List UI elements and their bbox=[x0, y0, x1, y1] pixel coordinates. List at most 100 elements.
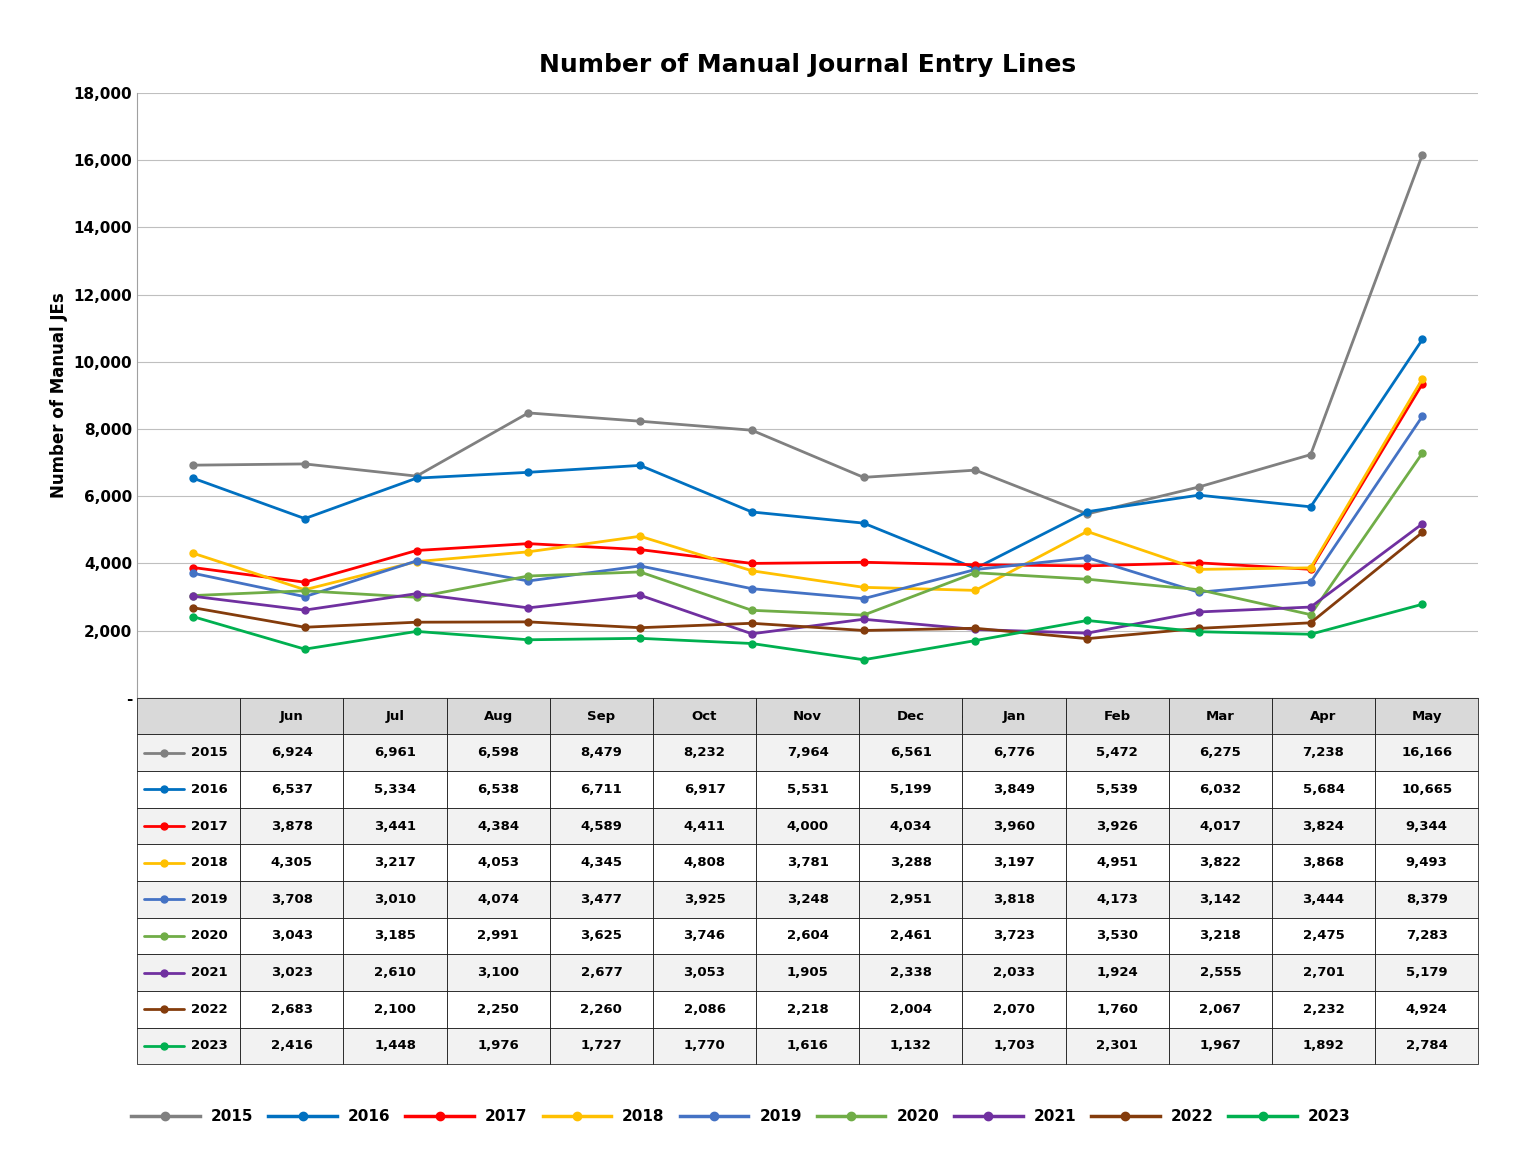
Bar bbox=[1375, 882, 1478, 918]
2017 bbox=[1301, 563, 1320, 577]
Line: 2022: 2022 bbox=[189, 529, 1426, 642]
2017 bbox=[631, 543, 649, 557]
Bar bbox=[1375, 698, 1478, 735]
Bar bbox=[343, 698, 447, 735]
2023 bbox=[855, 652, 873, 666]
Line: 2019: 2019 bbox=[189, 413, 1426, 602]
Bar bbox=[963, 698, 1065, 735]
Text: 6,032: 6,032 bbox=[1199, 783, 1242, 795]
2019 bbox=[184, 566, 203, 580]
Bar bbox=[1065, 1028, 1169, 1064]
Bar bbox=[756, 807, 860, 844]
2021 bbox=[407, 586, 425, 600]
Bar bbox=[137, 807, 241, 844]
2022 bbox=[1301, 616, 1320, 630]
Text: 6,561: 6,561 bbox=[890, 747, 931, 759]
2019 bbox=[1301, 576, 1320, 590]
2022 bbox=[520, 615, 538, 629]
2015 bbox=[1413, 148, 1431, 162]
Bar bbox=[137, 735, 241, 771]
Bar bbox=[756, 954, 860, 991]
Text: 5,199: 5,199 bbox=[890, 783, 931, 795]
Bar bbox=[1169, 991, 1273, 1028]
2019 bbox=[742, 582, 760, 595]
Text: 6,538: 6,538 bbox=[477, 783, 520, 795]
Bar bbox=[1273, 844, 1375, 882]
Bar bbox=[1273, 1028, 1375, 1064]
Text: 2,232: 2,232 bbox=[1303, 1003, 1344, 1015]
Text: Aug: Aug bbox=[483, 709, 514, 722]
Text: 10,665: 10,665 bbox=[1401, 783, 1452, 795]
2020 bbox=[1190, 583, 1209, 597]
2020 bbox=[407, 591, 425, 605]
2017 bbox=[742, 556, 760, 570]
2018 bbox=[1413, 372, 1431, 386]
Text: 2,610: 2,610 bbox=[373, 966, 416, 979]
2019 bbox=[1413, 409, 1431, 423]
Text: 3,100: 3,100 bbox=[477, 966, 520, 979]
2016 bbox=[742, 505, 760, 519]
Text: 3,043: 3,043 bbox=[271, 929, 312, 942]
Bar bbox=[343, 844, 447, 882]
2020 bbox=[296, 584, 314, 598]
Bar bbox=[1273, 771, 1375, 807]
Text: 4,589: 4,589 bbox=[581, 820, 622, 833]
2016 bbox=[1301, 500, 1320, 514]
2022 bbox=[742, 616, 760, 630]
Bar bbox=[963, 882, 1065, 918]
Text: 2,991: 2,991 bbox=[477, 929, 520, 942]
2021 bbox=[1413, 516, 1431, 530]
2018 bbox=[1190, 563, 1209, 577]
2022 bbox=[1413, 526, 1431, 540]
Text: 3,925: 3,925 bbox=[684, 893, 725, 906]
Bar bbox=[343, 735, 447, 771]
Bar bbox=[756, 771, 860, 807]
Bar bbox=[963, 771, 1065, 807]
2015 bbox=[1190, 480, 1209, 494]
Text: 2,004: 2,004 bbox=[890, 1003, 931, 1015]
Text: 3,218: 3,218 bbox=[1199, 929, 1242, 942]
Bar bbox=[1169, 807, 1273, 844]
Bar bbox=[1065, 882, 1169, 918]
Bar bbox=[137, 918, 241, 954]
2022 bbox=[855, 623, 873, 637]
Bar bbox=[652, 882, 756, 918]
Text: 1,616: 1,616 bbox=[786, 1040, 829, 1053]
Text: 2017: 2017 bbox=[190, 820, 227, 833]
Bar bbox=[1169, 844, 1273, 882]
Text: Jul: Jul bbox=[386, 709, 404, 722]
Bar bbox=[963, 844, 1065, 882]
Bar bbox=[447, 882, 550, 918]
Bar bbox=[1273, 698, 1375, 735]
Bar bbox=[1065, 954, 1169, 991]
Text: 4,173: 4,173 bbox=[1096, 893, 1138, 906]
Bar bbox=[1375, 991, 1478, 1028]
Text: 2020: 2020 bbox=[896, 1110, 939, 1123]
Bar bbox=[241, 991, 343, 1028]
Bar bbox=[1375, 918, 1478, 954]
Text: 1,967: 1,967 bbox=[1199, 1040, 1241, 1053]
Bar bbox=[756, 698, 860, 735]
Text: 2,338: 2,338 bbox=[890, 966, 931, 979]
Text: 1,892: 1,892 bbox=[1303, 1040, 1344, 1053]
2021 bbox=[1190, 605, 1209, 619]
Text: 3,824: 3,824 bbox=[1303, 820, 1344, 833]
2021 bbox=[631, 588, 649, 602]
Text: 3,010: 3,010 bbox=[373, 893, 416, 906]
Bar bbox=[652, 918, 756, 954]
Text: 3,868: 3,868 bbox=[1303, 856, 1344, 869]
Text: Oct: Oct bbox=[692, 709, 718, 722]
Text: 2,416: 2,416 bbox=[271, 1040, 312, 1053]
2021 bbox=[855, 612, 873, 626]
Text: 6,275: 6,275 bbox=[1199, 747, 1241, 759]
2023 bbox=[631, 632, 649, 645]
Bar bbox=[550, 844, 652, 882]
Bar bbox=[550, 807, 652, 844]
Text: 3,849: 3,849 bbox=[994, 783, 1035, 795]
Bar bbox=[652, 844, 756, 882]
Text: Feb: Feb bbox=[1103, 709, 1131, 722]
2019 bbox=[407, 554, 425, 568]
Bar bbox=[550, 954, 652, 991]
2017 bbox=[296, 576, 314, 590]
Bar bbox=[963, 807, 1065, 844]
